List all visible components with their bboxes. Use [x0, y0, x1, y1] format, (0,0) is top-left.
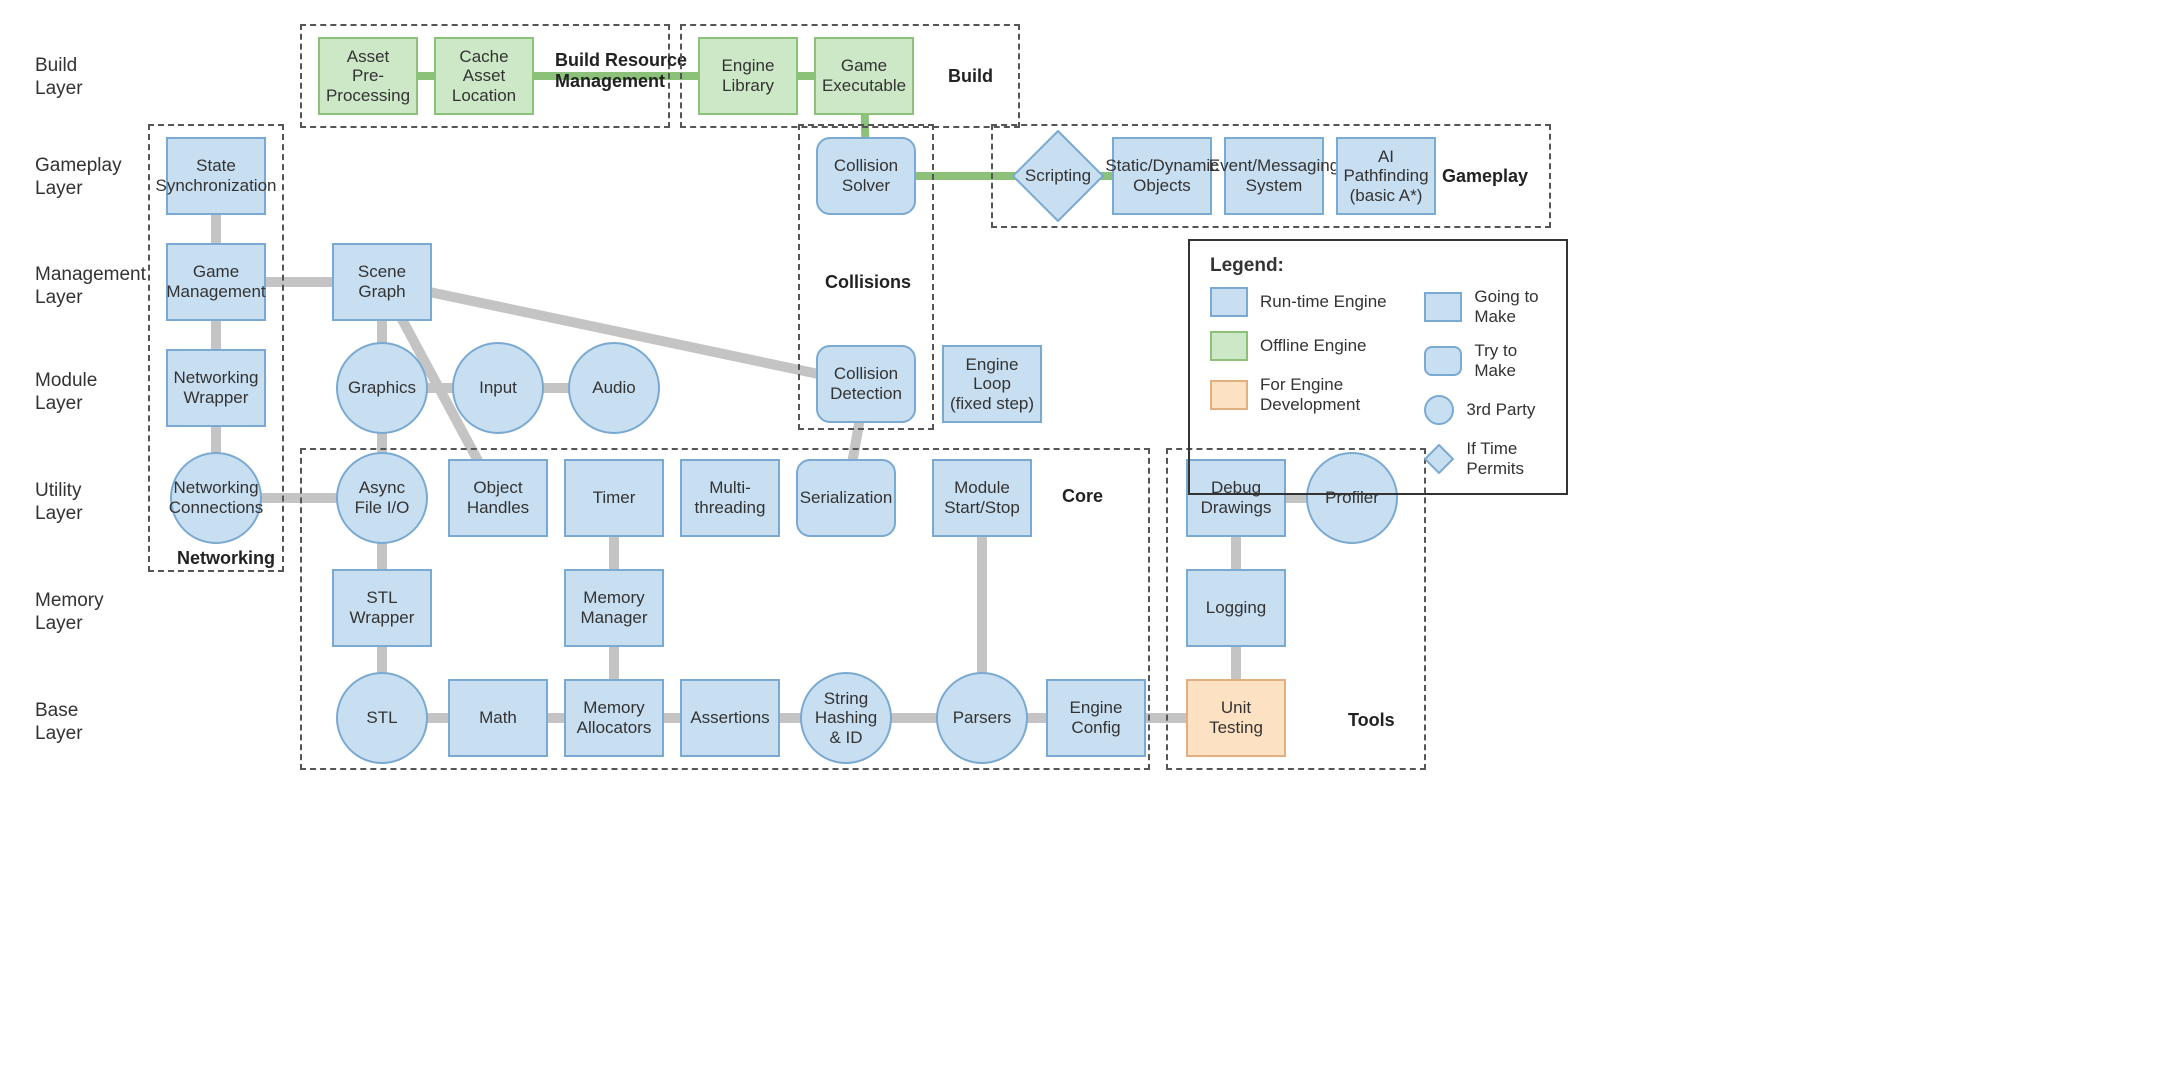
node-game-exec: Game Executable	[814, 37, 914, 115]
node-engine-library: Engine Library	[698, 37, 798, 115]
node-unit-testing: Unit Testing	[1186, 679, 1286, 757]
legend-title: Legend:	[1210, 255, 1546, 277]
legend-item-for-engine-development: For Engine Development	[1210, 375, 1390, 415]
grp-build-res-label: Build Resource Management	[555, 50, 687, 92]
legend-swatch	[1210, 380, 1248, 410]
node-async-file-io: Async File I/O	[336, 452, 428, 544]
node-event-msg: Event/Messaging System	[1224, 137, 1324, 215]
node-stl-wrapper: STL Wrapper	[332, 569, 432, 647]
node-ai-pathfinding: AI Pathfinding (basic A*)	[1336, 137, 1436, 215]
node-scripting: Scripting	[1012, 130, 1104, 222]
legend-item-try-to-make: Try to Make	[1424, 341, 1546, 381]
legend-label: Run-time Engine	[1260, 292, 1387, 312]
node-engine-config: Engine Config	[1046, 679, 1146, 757]
node-input: Input	[452, 342, 544, 434]
node-cache-asset-loc: Cache Asset Location	[434, 37, 534, 115]
node-obj-handles: Object Handles	[448, 459, 548, 537]
node-serialization: Serialization	[796, 459, 896, 537]
legend-swatch	[1424, 395, 1454, 425]
layer-module: Module Layer	[35, 370, 175, 416]
legend-label: Going to Make	[1474, 287, 1546, 327]
node-static-dyn-obj: Static/Dynamic Objects	[1112, 137, 1212, 215]
layer-management: Management Layer	[35, 264, 175, 310]
node-collision-det: Collision Detection	[816, 345, 916, 423]
legend-item-going-to-make: Going to Make	[1424, 287, 1546, 327]
layer-memory: Memory Layer	[35, 590, 175, 636]
legend-swatch	[1424, 292, 1462, 322]
grp-build-label: Build	[948, 66, 993, 87]
layer-utility: Utility Layer	[35, 480, 175, 526]
node-mem-alloc: Memory Allocators	[564, 679, 664, 757]
legend-item-run-time-engine: Run-time Engine	[1210, 287, 1390, 317]
node-logging: Logging	[1186, 569, 1286, 647]
legend-label: If Time Permits	[1466, 439, 1546, 479]
layer-gameplay: Gameplay Layer	[35, 155, 175, 201]
legend-item-3rd-party: 3rd Party	[1424, 395, 1546, 425]
diagram-stage: Build Resource Management Build Gameplay Ne…	[0, 0, 2158, 1066]
node-timer: Timer	[564, 459, 664, 537]
grp-collisions-label: Collisions	[825, 272, 911, 293]
legend-label: For Engine Development	[1260, 375, 1390, 415]
node-mem-manager: Memory Manager	[564, 569, 664, 647]
legend-item-if-time-permits: If Time Permits	[1424, 439, 1546, 479]
grp-networking-label: Networking	[177, 548, 275, 569]
node-net-conn: Networking Connections	[170, 452, 262, 544]
node-graphics: Graphics	[336, 342, 428, 434]
legend-label: Offline Engine	[1260, 336, 1366, 356]
node-asset-preproc: Asset Pre-Processing	[318, 37, 418, 115]
node-multithreading: Multi- threading	[680, 459, 780, 537]
legend-swatch	[1210, 287, 1248, 317]
node-parsers: Parsers	[936, 672, 1028, 764]
grp-gameplay-label: Gameplay	[1442, 166, 1528, 187]
node-stl: STL	[336, 672, 428, 764]
node-module-startstop: Module Start/Stop	[932, 459, 1032, 537]
node-engine-loop: Engine Loop (fixed step)	[942, 345, 1042, 423]
node-collision-solver: Collision Solver	[816, 137, 916, 215]
legend-swatch	[1424, 444, 1454, 474]
grp-core-label: Core	[1062, 486, 1103, 507]
grp-tools-label: Tools	[1348, 710, 1395, 731]
legend-item-offline-engine: Offline Engine	[1210, 331, 1390, 361]
node-scene-graph: Scene Graph	[332, 243, 432, 321]
node-math: Math	[448, 679, 548, 757]
legend-swatch	[1210, 331, 1248, 361]
legend: Legend: Run-time Engine Offline Engine For …	[1188, 239, 1568, 495]
node-string-hash: String Hashing & ID	[800, 672, 892, 764]
layer-build: Build Layer	[35, 55, 175, 101]
node-net-wrapper: Networking Wrapper	[166, 349, 266, 427]
node-assertions: Assertions	[680, 679, 780, 757]
node-game-mgmt: Game Management	[166, 243, 266, 321]
node-state-sync: State Synchronization	[166, 137, 266, 215]
legend-label: Try to Make	[1474, 341, 1546, 381]
legend-swatch	[1424, 346, 1462, 376]
node-audio: Audio	[568, 342, 660, 434]
layer-base: Base Layer	[35, 700, 175, 746]
legend-label: 3rd Party	[1466, 400, 1535, 420]
